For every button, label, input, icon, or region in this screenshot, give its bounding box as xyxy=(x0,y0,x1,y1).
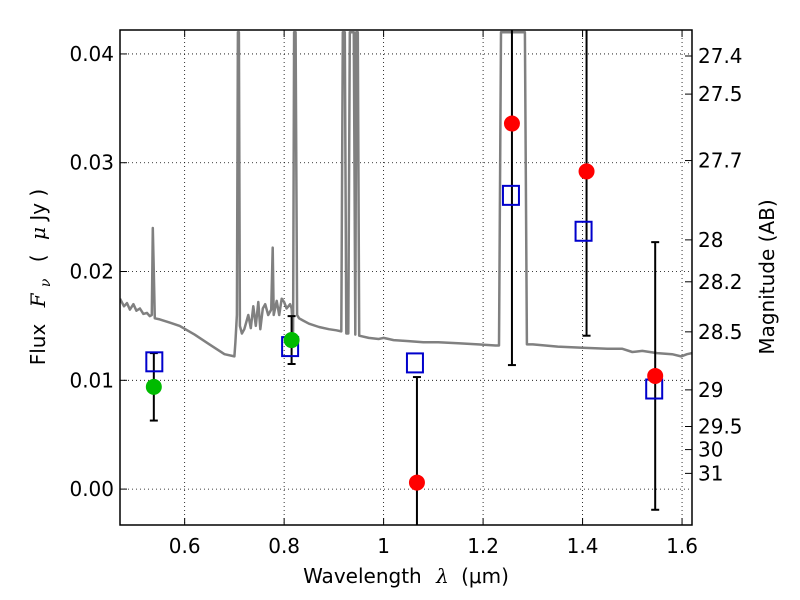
y-axis-title-unit-mu: μ xyxy=(26,227,50,240)
mag-tick-label: 29.5 xyxy=(698,414,743,438)
mag-tick-label: 28.5 xyxy=(698,320,743,344)
mag-tick-label: 28.2 xyxy=(698,270,743,294)
y-axis-title: Flux F ν ( μ Jy ) xyxy=(26,189,55,366)
measured-flux-point xyxy=(503,115,520,132)
y-tick-label: 0.01 xyxy=(69,368,114,392)
y-tick-label: 0.04 xyxy=(69,42,114,66)
plot-frame xyxy=(119,29,693,526)
mag-tick-label: 27.4 xyxy=(698,44,743,68)
model-flux-square xyxy=(501,184,520,206)
mag-tick-label: 31 xyxy=(698,461,723,485)
mag-tick-label: 27.7 xyxy=(698,149,743,173)
x-tick-label: 1 xyxy=(377,534,390,558)
measured-flux-point xyxy=(408,474,425,491)
sed-model-layer xyxy=(120,30,692,358)
model-flux-square xyxy=(574,220,593,242)
grid-lines xyxy=(120,30,692,525)
y-axis-title-subscript: ν xyxy=(38,278,54,287)
y-axis-title-symbol: F xyxy=(26,292,50,308)
measured-flux-point xyxy=(647,367,664,384)
x-tick-label: 1.6 xyxy=(666,534,698,558)
mag-tick-label: 30 xyxy=(698,438,723,462)
x-tick-label: 1.4 xyxy=(567,534,599,558)
mag-tick-label: 27.5 xyxy=(698,82,743,106)
x-axis-title-text: Wavelength xyxy=(303,564,422,588)
y-tick-label: 0.02 xyxy=(69,260,114,284)
mag-tick-label: 28 xyxy=(698,228,723,252)
x-tick-label: 0.8 xyxy=(268,534,300,558)
y-tick-label: 0.00 xyxy=(69,477,114,501)
model-flux-square xyxy=(145,351,164,373)
x-axis-title-unit: (μm) xyxy=(461,564,509,588)
error-bar xyxy=(507,30,516,367)
y2-axis-title: Magnitude (AB) xyxy=(755,199,779,354)
y-axis-title-unit-rest: Jy ) xyxy=(26,189,50,223)
x-tick-label: 1.2 xyxy=(467,534,499,558)
measured-flux-point xyxy=(145,378,162,395)
x-tick-label: 0.6 xyxy=(169,534,201,558)
axis-ticks: 0.6 0.8 1 1.2 1.4 1.6 0.00 0.01 0.02 0.03 0.04 27.4… xyxy=(69,30,743,558)
measured-flux-point xyxy=(578,163,595,180)
mag-tick-label: 29 xyxy=(698,378,723,402)
measured-flux-point xyxy=(283,332,300,349)
y-tick-label: 0.03 xyxy=(69,151,114,175)
y-axis-title-text: Flux xyxy=(26,324,50,366)
x-axis-title: Wavelength λ (μm) xyxy=(303,564,509,588)
y-axis-title-unit-open: ( xyxy=(26,254,50,262)
data-markers-layer xyxy=(145,30,664,525)
sed-model-line xyxy=(120,30,692,358)
x-axis-title-symbol: λ xyxy=(435,564,449,588)
model-flux-square xyxy=(405,352,424,374)
